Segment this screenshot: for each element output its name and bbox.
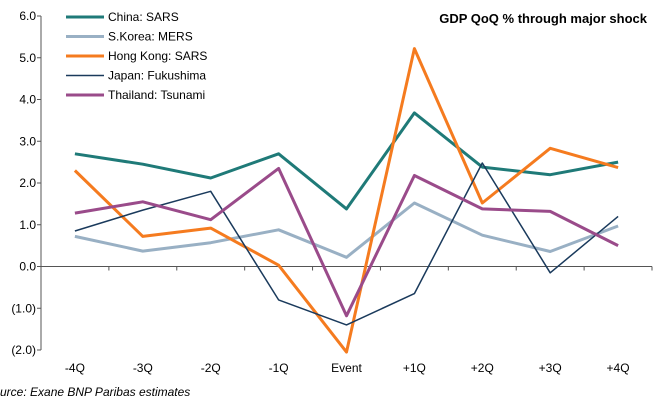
series-line-s-korea-mers bbox=[74, 201, 619, 259]
x-axis-ticks: -4Q -3Q -2Q -1Q Event +1Q +2Q +3Q +4Q bbox=[40, 266, 653, 375]
source-note: urce: Exane BNP Paribas estimates bbox=[0, 385, 190, 399]
x-tick-label: -3Q bbox=[133, 361, 153, 375]
series-line-japan-fukushima bbox=[74, 162, 619, 326]
series-layer bbox=[73, 47, 619, 354]
y-tick-label: 5.0 bbox=[19, 51, 36, 65]
x-tick-label: Event bbox=[331, 361, 362, 375]
y-tick-label: 4.0 bbox=[19, 93, 36, 107]
series-line-hong-kong-sars bbox=[73, 47, 619, 354]
y-tick-label: 3.0 bbox=[19, 134, 36, 148]
chart-title: GDP QoQ % through major shock bbox=[439, 11, 648, 26]
y-tick-label: (1.0) bbox=[11, 301, 36, 315]
x-tick-label: -1Q bbox=[269, 361, 289, 375]
legend-label-thailand-tsunami: Thailand: Tsunami bbox=[108, 88, 205, 102]
y-tick-label: (2.0) bbox=[11, 343, 36, 357]
x-tick-label: +3Q bbox=[539, 361, 562, 375]
x-tick-label: -4Q bbox=[65, 361, 85, 375]
x-tick-label: +1Q bbox=[403, 361, 426, 375]
y-tick-label: 6.0 bbox=[19, 9, 36, 23]
x-tick-label: +2Q bbox=[471, 361, 494, 375]
x-tick-label: +4Q bbox=[607, 361, 630, 375]
series-line-thailand-tsunami bbox=[74, 166, 619, 318]
series-line-china-sars bbox=[74, 111, 619, 211]
y-tick-label: 0.0 bbox=[19, 260, 36, 274]
legend-label-s-korea-mers: S.Korea: MERS bbox=[108, 30, 193, 44]
legend-label-hong-kong-sars: Hong Kong: SARS bbox=[108, 49, 207, 63]
y-tick-label: 2.0 bbox=[19, 176, 36, 190]
x-tick-label: -2Q bbox=[201, 361, 221, 375]
legend-label-japan-fukushima: Japan: Fukushima bbox=[108, 69, 206, 83]
legend: China: SARS S.Korea: MERS Hong Kong: SARS J… bbox=[66, 10, 207, 102]
y-tick-label: 1.0 bbox=[19, 218, 36, 232]
legend-label-china-sars: China: SARS bbox=[108, 10, 179, 24]
y-axis-ticks: 6.0 5.0 4.0 3.0 2.0 1.0 0.0 (1.0) (2.0) bbox=[11, 9, 41, 357]
